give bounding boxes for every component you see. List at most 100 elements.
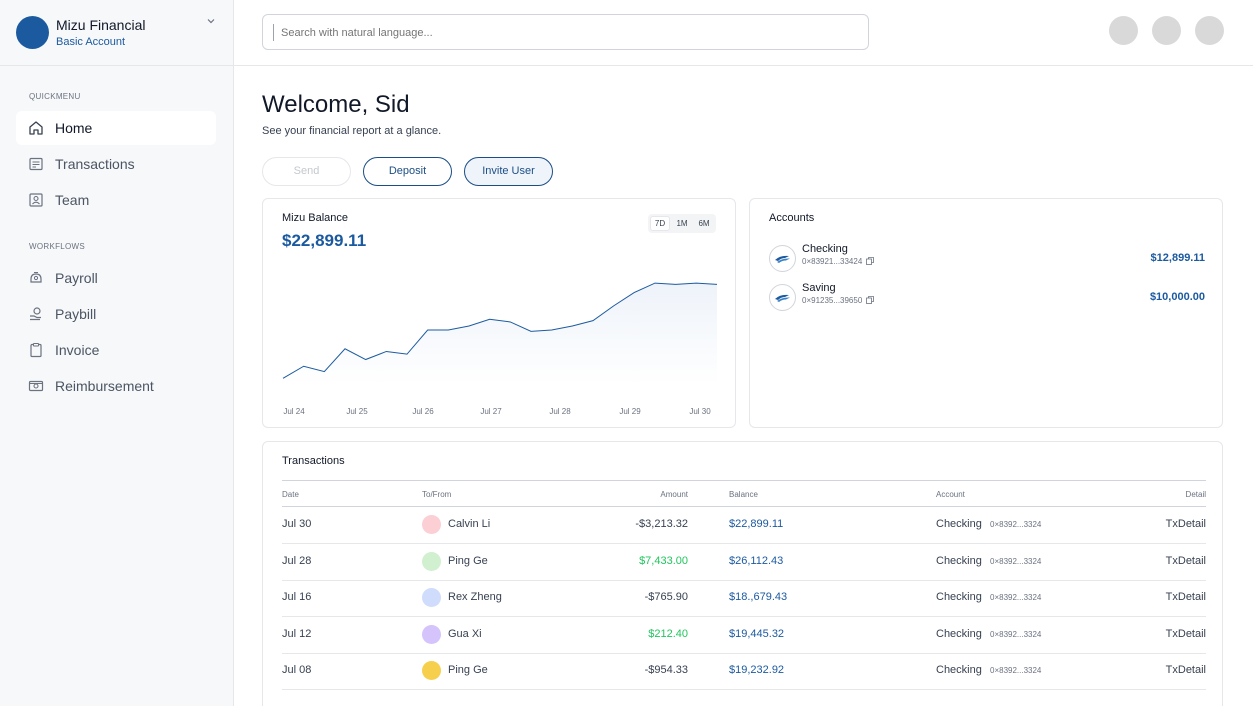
accounts-title: Accounts (769, 212, 815, 224)
sidebar-item-payroll[interactable]: Payroll (16, 261, 216, 295)
sidebar-item-label: Transactions (55, 156, 135, 172)
chevron-down-icon[interactable] (206, 16, 216, 26)
top-bar (234, 0, 1253, 66)
table-row[interactable]: Jul 28 Ping Ge $7,433.00 $26,112.43 Checking… (282, 544, 1206, 581)
tx-detail-link[interactable]: TxDetail (1165, 591, 1206, 603)
range-selector: 7D 1M 6M (648, 214, 716, 233)
avatar (422, 551, 441, 571)
page-title: Welcome, Sid (262, 91, 410, 118)
row-account-number: 0×8392...3324 (990, 520, 1042, 529)
account-item-saving[interactable]: Saving 0×91235...39650 $10,000.00 (769, 282, 1205, 312)
row-amount: -$765.90 (644, 591, 688, 603)
sidebar-item-label: Reimbursement (55, 378, 154, 394)
sidebar-item-label: Invoice (55, 342, 100, 358)
balance-card: Mizu Balance $22,899.11 7D 1M 6M Jul 24 J… (262, 198, 736, 428)
balance-title: Mizu Balance (282, 212, 349, 224)
transactions-icon (29, 157, 43, 171)
row-amount: $212.40 (648, 627, 688, 640)
send-button[interactable]: Send (262, 157, 351, 186)
sidebar-item-transactions[interactable]: Transactions (16, 147, 216, 181)
column-date[interactable]: Date (282, 490, 299, 499)
account-name: Saving (802, 282, 836, 294)
account-item-checking[interactable]: Checking 0×83921...33424 $12,899.11 (769, 243, 1205, 273)
tx-detail-link[interactable]: TxDetail (1165, 627, 1206, 640)
range-6m-button[interactable]: 6M (698, 219, 710, 228)
search-input[interactable] (281, 23, 851, 43)
profile-avatar-button[interactable] (1195, 16, 1224, 45)
x-tick-label: Jul 29 (619, 407, 641, 416)
x-tick-label: Jul 30 (689, 407, 711, 416)
account-number: 0×83921...33424 (802, 257, 875, 266)
search-caret (273, 24, 274, 41)
sidebar-item-invoice[interactable]: Invoice (16, 333, 216, 367)
row-account: Checking (936, 627, 982, 640)
column-balance[interactable]: Balance (729, 490, 758, 499)
row-date: Jul 16 (282, 591, 312, 603)
row-account: Checking (936, 664, 982, 676)
payroll-icon (30, 272, 42, 283)
copy-icon[interactable] (866, 296, 875, 304)
notifications-button[interactable] (1109, 16, 1138, 45)
table-header: Date To/From Amount Balance Account Deta… (282, 480, 1206, 507)
deposit-button[interactable]: Deposit (363, 157, 452, 186)
row-account-number: 0×8392...3324 (990, 556, 1042, 566)
sidebar: Mizu Financial Basic Account QUICKMENU H… (0, 0, 234, 706)
row-balance: $26,112.43 (729, 554, 784, 567)
row-party: Ping Ge (448, 664, 488, 676)
row-balance: $18.,679.43 (729, 591, 788, 603)
range-1m-button[interactable]: 1M (676, 219, 688, 228)
row-account: Checking (936, 554, 982, 567)
avatar (422, 588, 441, 607)
transactions-title: Transactions (282, 455, 345, 467)
x-tick-label: Jul 27 (480, 407, 502, 416)
balance-line (282, 282, 718, 379)
balance-value: $22,899.11 (282, 231, 367, 250)
row-amount: -$3,213.32 (635, 518, 688, 530)
home-icon (29, 121, 43, 135)
tx-detail-link[interactable]: TxDetail (1165, 518, 1206, 530)
sidebar-item-team[interactable]: Team (16, 183, 216, 217)
account-amount: $12,899.11 (1150, 252, 1205, 264)
tx-detail-link[interactable]: TxDetail (1165, 664, 1206, 676)
range-7d-button[interactable]: 7D (650, 216, 670, 231)
table-row[interactable]: Jul 30 Calvin Li -$3,213.32 $22,899.11 Check… (282, 507, 1206, 544)
row-party: Calvin Li (448, 518, 491, 530)
reimbursement-icon (28, 380, 44, 392)
sidebar-item-home[interactable]: Home (16, 111, 216, 145)
invite-user-button[interactable]: Invite User (464, 157, 553, 186)
accounts-card: Accounts Checking 0×83921...33424 $12,89… (749, 198, 1223, 428)
row-party: Gua Xi (448, 627, 482, 640)
column-tofrom[interactable]: To/From (422, 490, 452, 499)
sidebar-item-label: Paybill (55, 306, 97, 322)
row-balance: $19,445.32 (729, 627, 785, 640)
table-row[interactable]: Jul 08 Ping Ge -$954.33 $19,232.92 Checking 0… (282, 653, 1206, 690)
table-row[interactable]: Jul 16 Rex Zheng -$765.90 $18.,679.43 Checki… (282, 580, 1206, 617)
org-name: Mizu Financial (56, 17, 146, 33)
row-account: Checking (936, 591, 982, 603)
column-detail[interactable]: Detail (1185, 490, 1206, 499)
sidebar-item-reimbursement[interactable]: Reimbursement (16, 369, 216, 403)
row-account: Checking (936, 518, 982, 530)
row-balance: $22,899.11 (729, 518, 784, 530)
copy-icon[interactable] (866, 257, 875, 265)
table-row[interactable]: Jul 12 Gua Xi $212.40 $19,445.32 Checking 0×8… (282, 617, 1206, 654)
settings-button[interactable] (1152, 16, 1181, 45)
search-box[interactable] (262, 14, 869, 50)
account-amount: $10,000.00 (1149, 291, 1205, 303)
sidebar-item-paybill[interactable]: Paybill (16, 297, 216, 331)
row-account-number: 0×8392...3324 (990, 666, 1042, 675)
org-switcher[interactable]: Mizu Financial Basic Account (0, 0, 233, 66)
sidebar-item-label: Payroll (55, 270, 98, 286)
column-amount[interactable]: Amount (660, 490, 688, 499)
avatar (422, 624, 441, 644)
row-party: Ping Ge (448, 554, 488, 567)
tx-detail-link[interactable]: TxDetail (1165, 554, 1206, 567)
column-account[interactable]: Account (936, 490, 965, 499)
sidebar-item-label: Home (55, 120, 93, 136)
row-date: Jul 30 (282, 518, 312, 530)
transactions-card: Transactions Date To/From Amount Balance… (262, 441, 1223, 706)
team-icon (29, 193, 43, 207)
account-number: 0×91235...39650 (802, 296, 875, 305)
row-date: Jul 08 (282, 664, 312, 676)
